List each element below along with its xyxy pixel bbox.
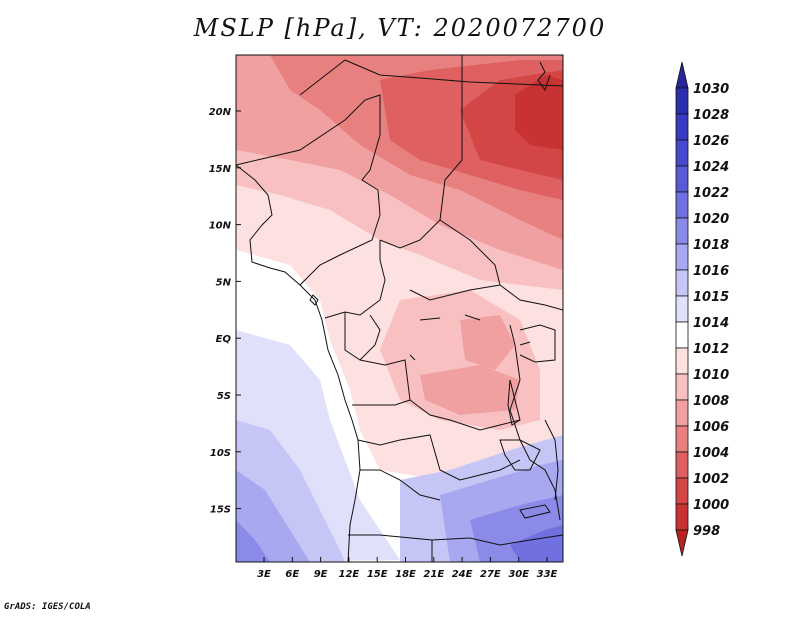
colorbar-label: 1000 [693, 498, 729, 513]
map-title: MSLP [hPa], VT: 2020072700 [193, 14, 607, 42]
colorbar-label: 1024 [693, 160, 729, 175]
colorbar-label: 1014 [693, 316, 729, 331]
colorbar-segment [675, 139, 689, 167]
colorbar-label: 1018 [693, 238, 729, 253]
colorbar-segment [675, 321, 689, 349]
lat-tick-label: 15S [210, 505, 231, 516]
lon-tick-label: 3E [257, 569, 271, 580]
country-borders [236, 55, 563, 562]
lat-tick-label: 10S [210, 448, 231, 459]
colorbar-segment [675, 217, 689, 245]
colorbar-label: 998 [693, 524, 720, 539]
colorbar-label: 1010 [693, 368, 729, 383]
colorbar-segment [675, 451, 689, 479]
lat-tick-label: 20N [209, 107, 232, 118]
lon-tick-label: 6E [285, 569, 299, 580]
colorbar-label: 1022 [693, 186, 729, 201]
lon-tick-label: 18E [395, 569, 416, 580]
lon-tick-label: 15E [367, 569, 388, 580]
colorbar-boxes [675, 61, 689, 557]
colorbar-segment [675, 529, 689, 557]
colorbar-segment [675, 113, 689, 141]
colorbar-label: 1004 [693, 446, 729, 461]
colorbar-label: 1015 [693, 290, 729, 305]
map-frame [235, 54, 564, 563]
lat-tick-label: 15N [209, 164, 232, 175]
colorbar-segment [675, 87, 689, 115]
colorbar-label: 1016 [693, 264, 729, 279]
colorbar-label: 1026 [693, 134, 729, 149]
colorbar-label: 1012 [693, 342, 729, 357]
map-axes: 3E 6E 9E 12E 15E 18E 21E 24E 27E 30E 33E 20N 15N 10N 5… [209, 107, 558, 580]
colorbar-label: 1030 [693, 82, 729, 97]
lat-tick-label: 5N [216, 277, 232, 288]
colorbar-label: 1028 [693, 108, 729, 123]
colorbar-segment [675, 477, 689, 505]
colorbar-label: 1002 [693, 472, 729, 487]
colorbar-segment [675, 347, 689, 375]
lon-tick-label: 30E [508, 569, 529, 580]
pressure-field [236, 55, 563, 562]
colorbar-segment [675, 503, 689, 531]
colorbar-label: 1008 [693, 394, 729, 409]
colorbar-labels: 1030 1028 1026 1024 1022 1020 1018 1016 1015 1014… [693, 82, 729, 539]
lat-tick-label: 5S [217, 391, 231, 402]
grads-credit: GrADS: IGES/COLA [4, 602, 91, 612]
colorbar-label: 1006 [693, 420, 729, 435]
colorbar-segment [675, 61, 689, 89]
lat-tick-label: EQ [216, 334, 232, 345]
lon-tick-label: 33E [537, 569, 558, 580]
colorbar-segment [675, 191, 689, 219]
colorbar-segment [675, 399, 689, 427]
colorbar-segment [675, 243, 689, 271]
colorbar-segment [675, 295, 689, 323]
lat-tick-label: 10N [209, 221, 232, 232]
lon-tick-label: 24E [452, 569, 473, 580]
lon-tick-label: 9E [314, 569, 328, 580]
colorbar-segment [675, 373, 689, 401]
lon-tick-label: 27E [480, 569, 501, 580]
colorbar-segment [675, 165, 689, 193]
colorbar-segment [675, 269, 689, 297]
colorbar-label: 1020 [693, 212, 729, 227]
lon-tick-label: 21E [423, 569, 444, 580]
colorbar-segment [675, 425, 689, 453]
lon-tick-label: 12E [339, 569, 360, 580]
